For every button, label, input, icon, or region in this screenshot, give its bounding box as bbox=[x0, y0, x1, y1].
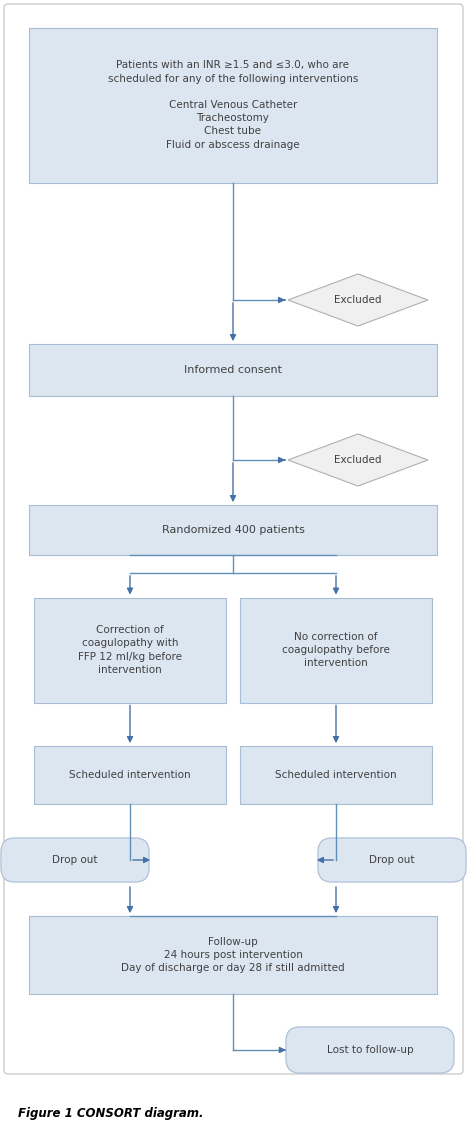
Text: Excluded: Excluded bbox=[334, 295, 382, 305]
FancyBboxPatch shape bbox=[240, 597, 432, 702]
Text: No correction of
coagulopathy before
intervention: No correction of coagulopathy before int… bbox=[282, 632, 390, 668]
Text: Correction of
coagulopathy with
FFP 12 ml/kg before
intervention: Correction of coagulopathy with FFP 12 m… bbox=[78, 625, 182, 675]
Text: Scheduled intervention: Scheduled intervention bbox=[69, 770, 191, 780]
Text: Drop out: Drop out bbox=[52, 855, 98, 864]
FancyBboxPatch shape bbox=[4, 5, 463, 1073]
Polygon shape bbox=[288, 434, 428, 486]
FancyBboxPatch shape bbox=[240, 746, 432, 804]
FancyBboxPatch shape bbox=[286, 1027, 454, 1073]
Text: Excluded: Excluded bbox=[334, 455, 382, 465]
FancyBboxPatch shape bbox=[318, 838, 466, 882]
Text: Figure 1 CONSORT diagram.: Figure 1 CONSORT diagram. bbox=[18, 1108, 204, 1120]
Text: Informed consent: Informed consent bbox=[184, 365, 282, 375]
Text: Randomized 400 patients: Randomized 400 patients bbox=[162, 525, 304, 534]
Text: Scheduled intervention: Scheduled intervention bbox=[275, 770, 397, 780]
FancyBboxPatch shape bbox=[34, 597, 226, 702]
FancyBboxPatch shape bbox=[34, 746, 226, 804]
Text: Follow-up
24 hours post intervention
Day of discharge or day 28 if still admitte: Follow-up 24 hours post intervention Day… bbox=[121, 936, 345, 973]
FancyBboxPatch shape bbox=[29, 27, 437, 183]
Text: Patients with an INR ≥1.5 and ≤3.0, who are
scheduled for any of the following i: Patients with an INR ≥1.5 and ≤3.0, who … bbox=[108, 61, 358, 150]
FancyBboxPatch shape bbox=[29, 344, 437, 396]
FancyBboxPatch shape bbox=[29, 916, 437, 994]
FancyBboxPatch shape bbox=[29, 505, 437, 555]
Text: Lost to follow-up: Lost to follow-up bbox=[327, 1045, 413, 1055]
Polygon shape bbox=[288, 274, 428, 325]
FancyBboxPatch shape bbox=[1, 838, 149, 882]
Text: Drop out: Drop out bbox=[369, 855, 415, 864]
